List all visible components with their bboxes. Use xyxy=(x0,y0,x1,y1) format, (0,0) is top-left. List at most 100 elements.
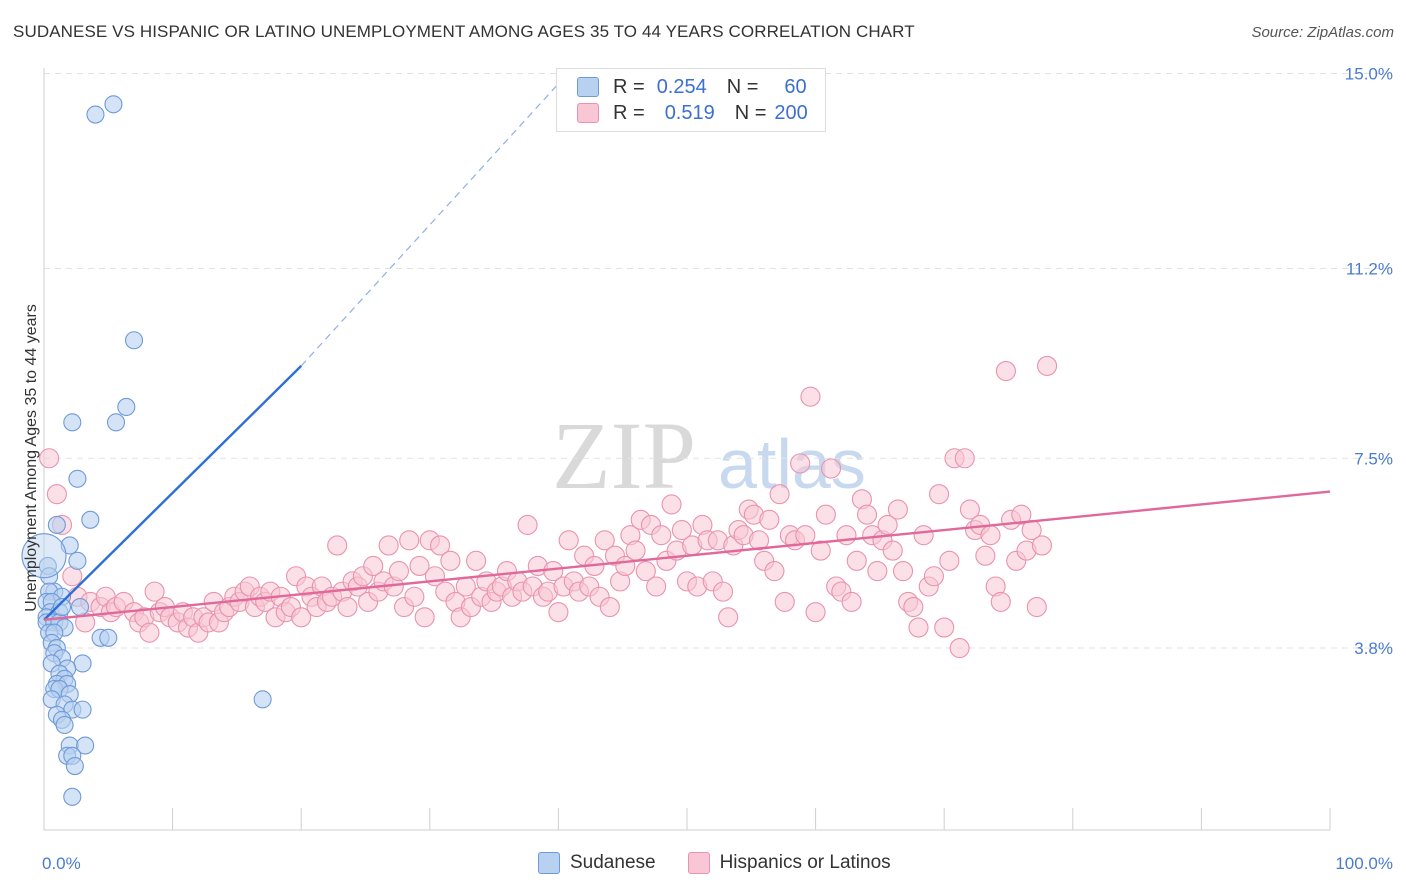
sudanese-point xyxy=(86,105,105,124)
stats-legend: R = 0.254 N = 60 R = 0.519 N = 200 xyxy=(556,68,826,132)
sudanese-trend-line xyxy=(43,365,303,621)
sudanese-point xyxy=(68,469,87,488)
hispanic-point xyxy=(712,581,734,602)
hispanic-point xyxy=(409,555,430,577)
hispanic-point xyxy=(929,484,950,505)
hispanic-point xyxy=(558,530,579,551)
hispanic-point xyxy=(867,561,888,582)
sudanese-point xyxy=(63,413,82,432)
hispanic-point xyxy=(790,453,811,474)
series-swatch-sudanese xyxy=(538,852,560,874)
legend-n-value: 60 xyxy=(784,75,807,98)
hispanic-point xyxy=(651,525,672,546)
series-legend-hispanic: Hispanics or Latinos xyxy=(687,852,891,874)
hispanic-point xyxy=(836,525,857,546)
series-legend-sudanese: Sudanese xyxy=(538,852,656,874)
legend-swatch-hispanic xyxy=(577,103,599,123)
hispanic-point xyxy=(635,561,656,582)
hispanic-point xyxy=(517,514,538,535)
hispanic-point xyxy=(748,530,770,551)
sudanese-point xyxy=(106,413,126,432)
sudanese-point xyxy=(47,515,66,534)
sudanese-point xyxy=(73,700,92,719)
hispanic-point xyxy=(548,602,569,623)
sudanese-point xyxy=(117,397,136,417)
y-tick-label: 3.8% xyxy=(1354,639,1393,658)
sudanese-point xyxy=(52,597,72,617)
hispanic-point xyxy=(774,591,795,612)
sudanese-point xyxy=(73,654,92,673)
hispanic-point xyxy=(378,535,399,556)
hispanic-point xyxy=(661,494,682,515)
series-swatch-hispanic xyxy=(687,852,710,874)
hispanic-point xyxy=(939,550,960,571)
hispanic-point xyxy=(949,638,970,659)
hispanic-point xyxy=(764,561,785,582)
hispanic-point xyxy=(892,561,914,582)
series-label-hispanic: Hispanics or Latinos xyxy=(719,852,891,873)
hispanic-point xyxy=(363,555,384,577)
hispanic-point xyxy=(594,530,615,551)
x-tick-label: 0.0% xyxy=(42,854,81,873)
legend-r-label: R = xyxy=(613,101,645,124)
hispanic-point xyxy=(846,550,867,571)
hispanic-point xyxy=(440,550,461,571)
x-tick-label: 100.0% xyxy=(1335,854,1393,873)
sudanese-trend-extension xyxy=(300,83,559,367)
hispanic-point xyxy=(139,622,160,643)
hispanic-point xyxy=(810,540,831,561)
sudanese-point xyxy=(81,510,100,529)
hispanic-point xyxy=(882,540,903,561)
hispanic-point xyxy=(718,607,739,628)
sudanese-point xyxy=(104,95,123,114)
hispanic-point xyxy=(887,499,908,520)
hispanic-point xyxy=(769,484,790,505)
hispanic-point xyxy=(820,458,842,479)
legend-row-hispanic: R = 0.519 N = 200 xyxy=(577,101,808,125)
sudanese-point xyxy=(70,597,90,617)
series-legend: Sudanese Hispanics or Latinos xyxy=(538,852,923,874)
hispanic-point xyxy=(805,602,826,623)
hispanic-point xyxy=(291,607,312,628)
gridlines xyxy=(44,73,1390,649)
hispanic-point xyxy=(795,525,816,546)
legend-n-value: 200 xyxy=(774,101,808,124)
y-axis-label: Unemployment Among Ages 35 to 44 years xyxy=(23,304,40,612)
hispanic-point xyxy=(903,596,924,618)
trend-lines xyxy=(43,83,1331,622)
hispanic-point xyxy=(800,386,821,407)
hispanic-point xyxy=(46,484,67,505)
hispanic-point xyxy=(815,504,836,525)
tick-labels: 3.8% 7.5% 11.2% 15.0% 0.0% 100.0% xyxy=(42,65,1393,874)
y-tick-label: 7.5% xyxy=(1354,449,1393,468)
hispanic-point xyxy=(430,535,451,556)
legend-n-label: N = xyxy=(734,101,767,124)
hispanic-point xyxy=(599,596,620,618)
legend-r-value: 0.254 xyxy=(656,75,707,98)
sudanese-points xyxy=(21,95,272,806)
sudanese-point xyxy=(68,551,87,570)
sudanese-point xyxy=(21,533,67,579)
hispanic-point xyxy=(975,545,996,566)
legend-n-label: N = xyxy=(726,75,759,98)
legend-swatch-sudanese xyxy=(577,77,599,97)
hispanic-point xyxy=(923,566,944,587)
y-tick-label: 11.2% xyxy=(1346,259,1393,278)
hispanic-point xyxy=(399,530,420,551)
hispanic-point xyxy=(990,591,1011,612)
hispanic-point xyxy=(144,581,165,602)
sudanese-point xyxy=(63,787,82,806)
sudanese-point xyxy=(99,628,118,647)
chart-title: SUDANESE VS HISPANIC OR LATINO UNEMPLOYM… xyxy=(13,22,915,41)
hispanic-point xyxy=(980,525,1001,546)
hispanic-point xyxy=(414,607,435,628)
hispanic-trend-line xyxy=(43,490,1331,622)
hispanic-point xyxy=(1031,535,1052,556)
hispanic-point xyxy=(954,448,975,469)
hispanic-point xyxy=(841,591,862,612)
hispanic-point xyxy=(388,561,409,582)
hispanic-point xyxy=(1026,596,1047,618)
hispanic-point xyxy=(856,504,878,525)
sudanese-point xyxy=(65,756,84,776)
